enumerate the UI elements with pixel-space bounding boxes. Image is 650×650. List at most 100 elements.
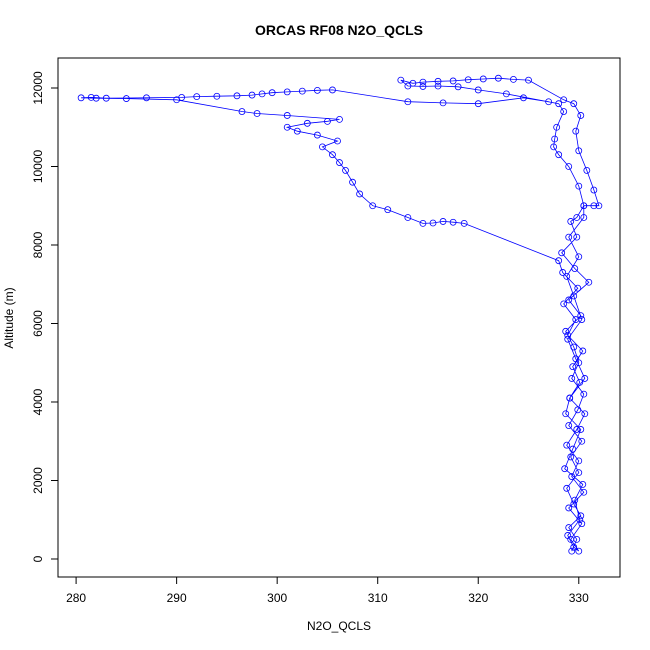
point bbox=[575, 457, 583, 465]
point bbox=[559, 269, 567, 276]
point bbox=[565, 296, 573, 304]
point bbox=[581, 410, 589, 418]
point bbox=[568, 473, 576, 480]
point bbox=[555, 151, 563, 159]
point bbox=[356, 190, 364, 198]
y-tick-label: 0 bbox=[31, 555, 45, 562]
point bbox=[92, 94, 100, 102]
point bbox=[474, 86, 482, 94]
point bbox=[494, 74, 502, 82]
point bbox=[551, 135, 559, 143]
point bbox=[253, 110, 261, 117]
point bbox=[143, 94, 150, 102]
point bbox=[570, 292, 578, 300]
point bbox=[404, 98, 412, 106]
point bbox=[575, 182, 583, 190]
point bbox=[434, 77, 442, 85]
point bbox=[562, 327, 570, 335]
point bbox=[572, 127, 580, 135]
point bbox=[419, 83, 427, 90]
point bbox=[590, 202, 598, 210]
point bbox=[449, 218, 457, 226]
point bbox=[334, 137, 341, 145]
point bbox=[342, 167, 349, 174]
point bbox=[419, 78, 427, 86]
x-tick-label: 310 bbox=[368, 591, 388, 605]
point bbox=[562, 410, 570, 418]
y-tick-label: 8000 bbox=[31, 231, 45, 258]
point bbox=[560, 300, 568, 308]
point bbox=[579, 481, 587, 488]
point bbox=[429, 219, 437, 227]
point bbox=[233, 92, 241, 100]
point bbox=[579, 347, 587, 355]
x-tick-label: 280 bbox=[66, 591, 86, 605]
y-tick-label: 10000 bbox=[31, 149, 45, 183]
point bbox=[568, 375, 576, 382]
x-tick-label: 290 bbox=[167, 591, 187, 605]
point bbox=[565, 504, 573, 512]
point bbox=[384, 206, 392, 214]
point bbox=[581, 375, 589, 382]
point bbox=[434, 82, 442, 90]
y-tick-label: 2000 bbox=[31, 467, 45, 494]
point bbox=[573, 214, 581, 221]
point bbox=[576, 378, 584, 386]
point bbox=[329, 86, 336, 94]
point bbox=[577, 112, 585, 119]
point bbox=[460, 219, 468, 227]
point bbox=[572, 355, 580, 363]
point bbox=[563, 484, 571, 492]
point bbox=[238, 108, 246, 115]
point bbox=[563, 441, 571, 449]
point bbox=[570, 343, 578, 351]
x-axis-label: N2O_QCLS bbox=[307, 619, 371, 633]
point bbox=[595, 202, 603, 210]
series-line bbox=[81, 77, 600, 552]
point bbox=[576, 516, 584, 524]
point bbox=[409, 79, 417, 87]
point bbox=[464, 76, 472, 84]
point bbox=[577, 512, 585, 520]
point bbox=[555, 100, 563, 108]
point bbox=[520, 94, 527, 102]
point bbox=[502, 90, 510, 98]
point bbox=[572, 316, 580, 323]
point bbox=[283, 88, 291, 96]
point bbox=[122, 95, 130, 102]
point bbox=[573, 426, 581, 433]
point bbox=[298, 87, 306, 95]
point bbox=[560, 96, 568, 104]
point bbox=[567, 218, 575, 225]
point bbox=[449, 77, 457, 85]
x-tick-label: 320 bbox=[468, 591, 488, 605]
point bbox=[568, 547, 576, 555]
point bbox=[564, 331, 572, 339]
point bbox=[336, 159, 343, 166]
point bbox=[349, 178, 356, 186]
point bbox=[570, 543, 578, 551]
point bbox=[567, 535, 575, 543]
point bbox=[439, 99, 447, 107]
point bbox=[439, 218, 447, 225]
point bbox=[560, 108, 568, 115]
y-tick-label: 12000 bbox=[31, 71, 45, 105]
point bbox=[525, 76, 532, 84]
point bbox=[454, 83, 462, 91]
point bbox=[283, 123, 291, 131]
point bbox=[404, 214, 412, 221]
y-tick-label: 4000 bbox=[31, 388, 45, 415]
point bbox=[563, 272, 571, 280]
point bbox=[369, 202, 377, 210]
point bbox=[575, 547, 583, 555]
point bbox=[569, 445, 577, 453]
point bbox=[565, 163, 573, 170]
point bbox=[573, 233, 581, 241]
point bbox=[558, 249, 566, 257]
point bbox=[571, 265, 579, 272]
point bbox=[193, 93, 201, 101]
point bbox=[397, 76, 405, 84]
point bbox=[545, 98, 553, 106]
